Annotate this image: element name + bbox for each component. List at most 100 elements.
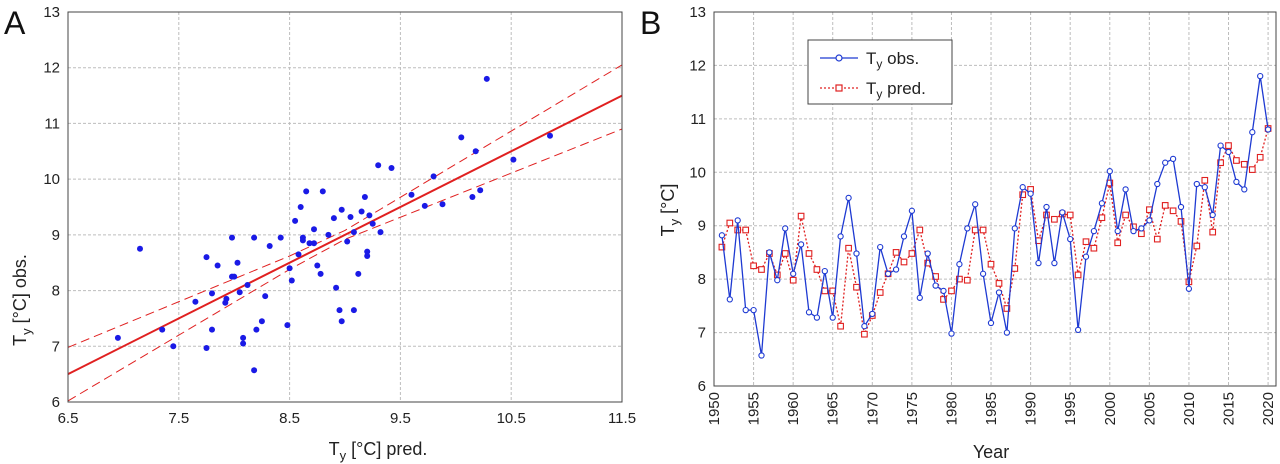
- obs-marker: [1019, 184, 1026, 191]
- pred-marker: [742, 226, 750, 234]
- pred-marker: [797, 212, 805, 220]
- data-point: [209, 326, 215, 333]
- x-tick-label: 1955: [746, 392, 763, 425]
- data-point: [277, 234, 284, 241]
- obs-marker: [1177, 203, 1185, 211]
- y-tick-label: 6: [698, 378, 706, 395]
- grid-a: [67, 11, 623, 403]
- y-tick-label: 6: [52, 394, 60, 411]
- pred-marker: [837, 322, 844, 330]
- obs-marker: [790, 270, 797, 277]
- obs-marker: [1193, 180, 1200, 188]
- pred-marker: [995, 280, 1003, 287]
- obs-marker: [1249, 129, 1256, 136]
- obs-marker: [1146, 217, 1153, 224]
- pred-marker: [789, 276, 797, 284]
- data-point: [336, 307, 343, 314]
- obs-marker: [821, 267, 828, 275]
- y-tick-labels-a: 6 7 8 9 10 11 12 13: [43, 4, 60, 411]
- pred-marker: [987, 260, 995, 268]
- x-tick-label: 9.5: [390, 410, 411, 427]
- obs-marker: [995, 289, 1003, 296]
- data-point: [251, 367, 258, 374]
- x-tick-label: 2005: [1141, 392, 1158, 425]
- data-point: [240, 340, 247, 347]
- data-point: [297, 204, 304, 210]
- obs-marker: [774, 277, 781, 284]
- pred-marker: [1201, 176, 1209, 184]
- obs-marker: [718, 232, 726, 239]
- y-axis-label-b: Ty [°C]: [658, 184, 682, 237]
- pred-marker: [805, 250, 813, 257]
- pred-marker: [1256, 153, 1264, 161]
- pred-marker: [956, 275, 963, 283]
- y-tick-label: 9: [698, 218, 706, 235]
- obs-marker: [782, 225, 789, 232]
- data-point: [258, 318, 265, 325]
- pred-marker: [813, 266, 821, 273]
- obs-marker: [869, 310, 876, 318]
- obs-marker: [877, 243, 884, 251]
- pred-marker: [900, 258, 908, 266]
- pred-marker: [1161, 202, 1169, 209]
- plot-frame-a: [67, 11, 623, 403]
- obs-marker: [916, 294, 923, 301]
- pred-marker: [1225, 142, 1232, 149]
- data-point: [377, 229, 384, 236]
- data-point: [439, 201, 446, 208]
- obs-marker: [892, 266, 900, 273]
- data-point: [203, 345, 210, 351]
- data-point: [303, 188, 310, 195]
- obs-marker: [987, 319, 995, 327]
- scatter-points-a: [114, 75, 553, 374]
- y-tick-label: 10: [43, 171, 60, 188]
- y-tick-label: 13: [43, 4, 60, 21]
- data-point: [547, 132, 553, 139]
- data-point: [472, 148, 479, 155]
- obs-marker: [1264, 126, 1272, 133]
- obs-marker: [1233, 178, 1240, 186]
- legend-box: [807, 39, 953, 105]
- data-point: [299, 237, 306, 244]
- x-tick-label: 1975: [904, 392, 921, 425]
- obs-marker: [908, 207, 916, 214]
- y-axis-label-a: Ty [°C] obs.: [10, 254, 34, 346]
- obs-marker: [1059, 209, 1066, 216]
- ci-lower-line: [67, 128, 623, 402]
- data-point: [240, 334, 247, 341]
- x-tick-label: 2010: [1181, 392, 1198, 425]
- obs-marker: [797, 241, 805, 248]
- y-tick-label: 12: [43, 60, 60, 77]
- scatter-chart-a: 6.5 7.5 8.5 9.5 10.5 11.5 6 7 8 9 10 11 12 13 Ty [°C…: [10, 4, 636, 463]
- data-point: [510, 156, 517, 163]
- legend-pred-label: Ty pred.: [866, 79, 926, 101]
- obs-marker: [1209, 211, 1216, 219]
- obs-marker: [1185, 285, 1193, 292]
- y-tick-label: 10: [689, 164, 706, 181]
- data-point: [421, 202, 428, 209]
- obs-marker: [1011, 225, 1018, 232]
- obs-marker: [742, 306, 749, 314]
- pred-marker: [1090, 244, 1098, 252]
- y-tick-label: 9: [52, 227, 60, 244]
- data-point: [231, 273, 238, 280]
- x-tick-label: 1960: [785, 392, 802, 425]
- data-point: [369, 220, 376, 227]
- x-tick-label: 2015: [1221, 392, 1238, 425]
- pred-marker: [734, 226, 742, 234]
- data-point: [266, 243, 273, 249]
- obs-marker: [1090, 227, 1098, 235]
- data-point: [295, 251, 302, 258]
- obs-marker: [750, 306, 757, 314]
- x-tick-label: 2000: [1102, 392, 1119, 425]
- x-tick-labels-a: 6.5 7.5 8.5 9.5 10.5 11.5: [58, 410, 636, 427]
- data-point: [388, 165, 395, 171]
- y-tick-label: 8: [698, 271, 706, 288]
- data-point: [330, 215, 337, 222]
- x-tick-labels-b: 1950 1955 1960 1965 1970 1975 1980 1985 1990 1995…: [706, 392, 1277, 425]
- obs-marker: [1098, 200, 1106, 207]
- data-point: [311, 240, 317, 247]
- pred-marker: [1011, 265, 1019, 272]
- data-point: [284, 322, 291, 329]
- data-point: [408, 191, 415, 198]
